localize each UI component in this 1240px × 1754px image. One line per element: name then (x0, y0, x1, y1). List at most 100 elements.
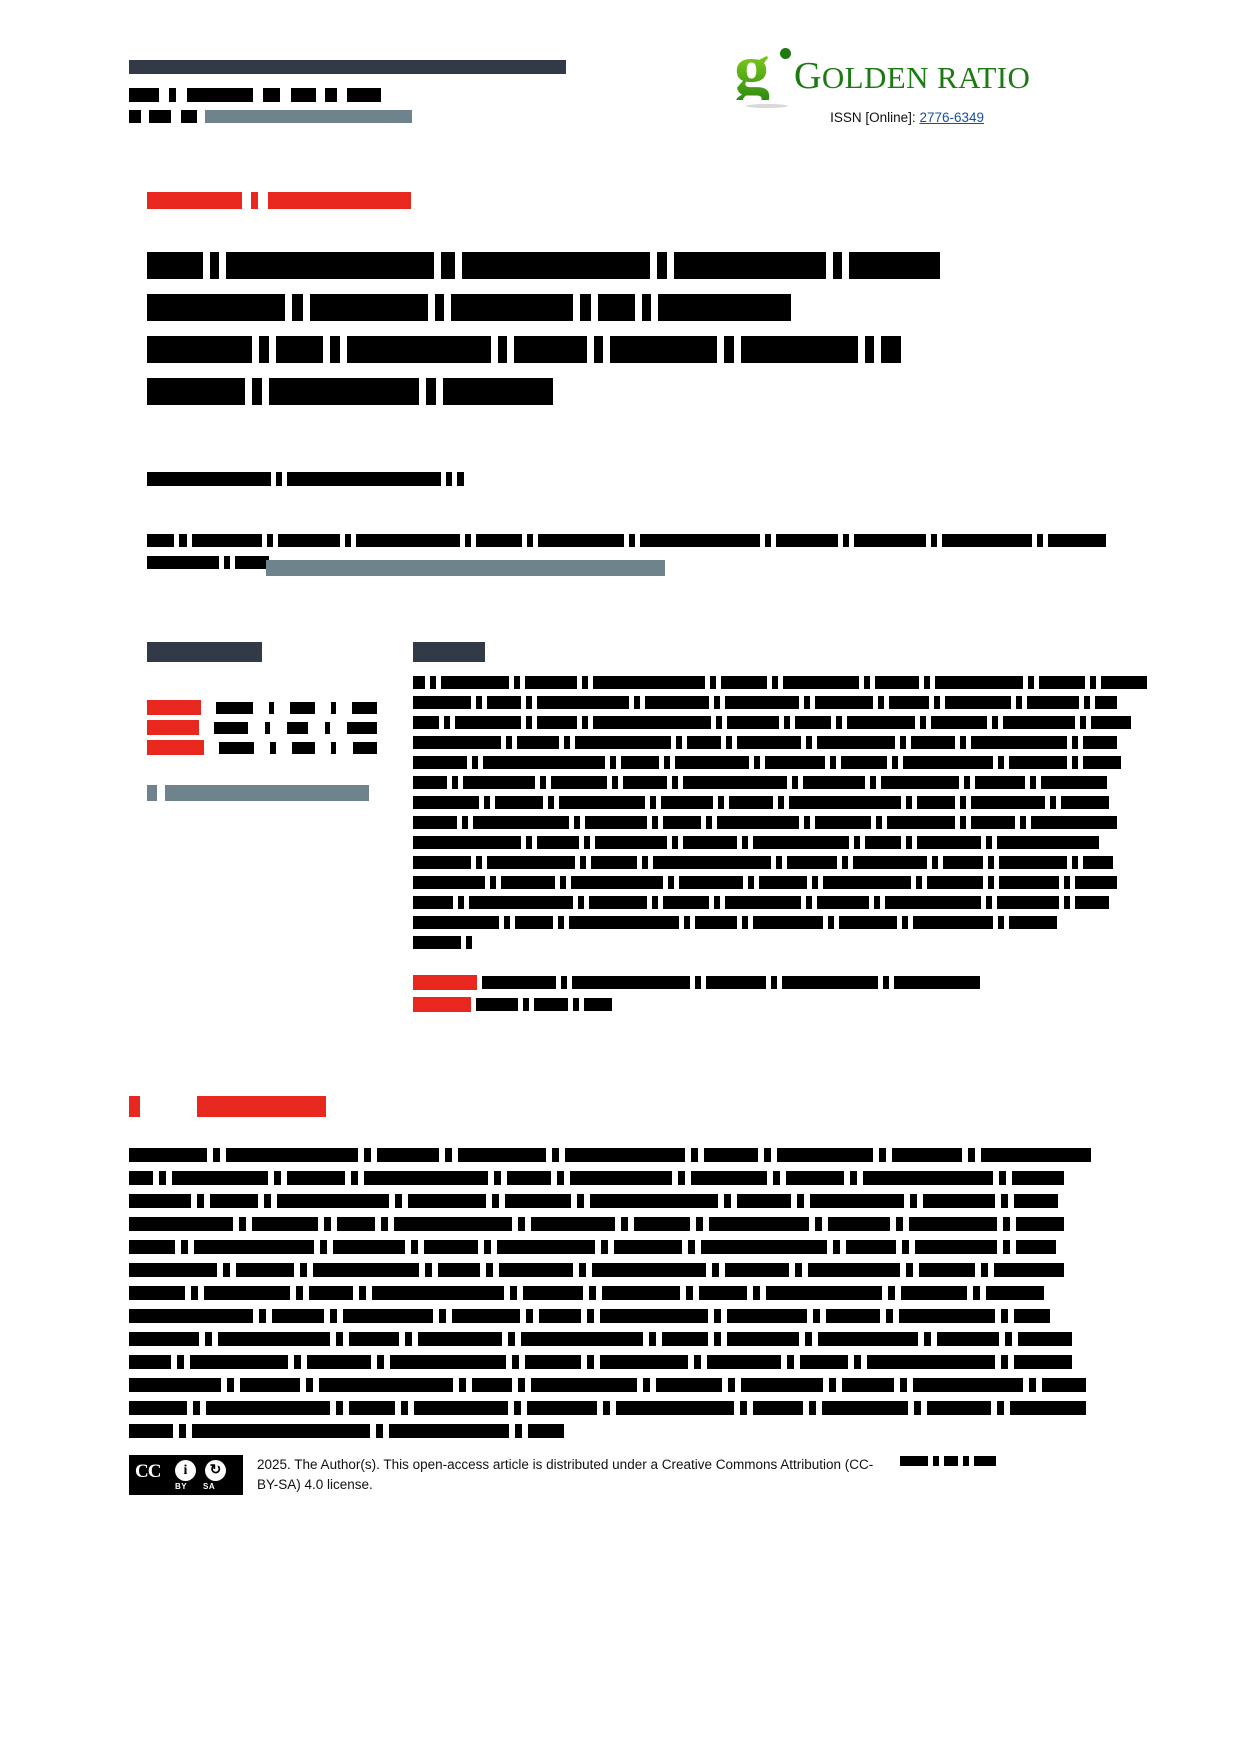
redaction-bar (610, 756, 616, 769)
redaction-bar (210, 252, 219, 279)
redaction-bar (988, 876, 994, 889)
redaction-bar (377, 1355, 384, 1369)
redaction-bar (264, 1194, 271, 1208)
redacted-text-line (129, 1332, 1072, 1346)
redaction-bar (179, 534, 187, 547)
redaction-bar (527, 534, 533, 547)
logo-g-mark: g (734, 29, 770, 109)
redaction-bar (268, 701, 274, 714)
redaction-bar (828, 916, 834, 929)
redaction-bar (426, 378, 436, 405)
redaction-bar (172, 1171, 268, 1185)
redaction-bar (272, 1309, 324, 1323)
redaction-bar (349, 1401, 395, 1415)
redaction-bar (356, 534, 460, 547)
redaction-bar (289, 701, 315, 714)
redaction-bar (806, 736, 812, 749)
redaction-bar (913, 916, 993, 929)
issn-link[interactable]: 2776-6349 (919, 110, 984, 125)
redaction-bar (917, 796, 955, 809)
redaction-bar (981, 1148, 1091, 1162)
redaction-bar (776, 534, 838, 547)
redaction-bar (595, 836, 667, 849)
redaction-bar (740, 1401, 747, 1415)
redaction-bar (517, 736, 559, 749)
redaction-bar (1064, 876, 1070, 889)
redaction-bar (561, 976, 567, 989)
redaction-bar (699, 1286, 747, 1300)
how-to-cite-link-redacted[interactable] (147, 785, 377, 801)
redaction-bar (181, 1240, 188, 1254)
cc-label: CC (135, 1461, 161, 1482)
redaction-bar (999, 1171, 1006, 1185)
redaction-bar (129, 1148, 207, 1162)
redaction-bar (129, 1217, 233, 1231)
redaction-bar (129, 1171, 153, 1185)
redaction-bar (998, 916, 1004, 929)
redaction-bar (691, 1171, 767, 1185)
redaction-bar (526, 1309, 533, 1323)
redaction-bar (610, 336, 717, 363)
redacted-text-line (147, 336, 907, 363)
redaction-bar (765, 534, 771, 547)
redacted-text-line (413, 936, 991, 949)
redaction-bar (1072, 736, 1078, 749)
redaction-bar (1003, 1240, 1010, 1254)
redaction-bar (867, 1355, 995, 1369)
redaction-bar (927, 876, 983, 889)
affiliation-line-2-redacted (147, 556, 269, 569)
redaction-bar (364, 1148, 371, 1162)
redaction-bar (806, 896, 812, 909)
redaction-bar (864, 676, 870, 689)
redaction-bar (1072, 756, 1078, 769)
redacted-text-line (129, 1217, 1064, 1231)
redaction-bar (684, 916, 690, 929)
redaction-bar (766, 1286, 882, 1300)
redaction-bar (1080, 716, 1086, 729)
redaction-bar (129, 1240, 175, 1254)
redaction-bar (686, 1286, 693, 1300)
author-list-redacted (147, 472, 464, 486)
redaction-bar (267, 534, 273, 547)
redaction-bar (587, 1355, 594, 1369)
redaction-bar (482, 976, 556, 989)
redaction-bar (701, 1240, 827, 1254)
redaction-bar (1075, 876, 1117, 889)
redaction-bar (1042, 1378, 1086, 1392)
redaction-bar (672, 776, 678, 789)
corresponding-email-redacted[interactable] (266, 560, 665, 576)
redaction-bar (679, 876, 743, 889)
article-date-row (147, 720, 377, 735)
redaction-bar (924, 676, 930, 689)
redaction-bar (937, 1332, 999, 1346)
redaction-bar (343, 1309, 433, 1323)
redaction-bar (501, 876, 555, 889)
redaction-bar (206, 1401, 330, 1415)
redaction-bar (753, 1286, 760, 1300)
redaction-bar (459, 1378, 466, 1392)
redacted-text-line (147, 294, 907, 321)
redacted-text-line (413, 856, 1113, 869)
redaction-bar (1050, 796, 1056, 809)
redaction-bar (854, 534, 926, 547)
redaction-bar (571, 876, 663, 889)
redaction-bar (900, 736, 906, 749)
redaction-bar (578, 896, 584, 909)
redaction-bar (287, 472, 441, 486)
redaction-bar (968, 1148, 975, 1162)
redaction-bar (438, 1263, 480, 1277)
redaction-bar (900, 1378, 907, 1392)
doi-line-redacted[interactable] (129, 110, 413, 123)
redacted-text-line (147, 252, 940, 279)
redaction-bar (726, 736, 732, 749)
redaction-bar (592, 1263, 706, 1277)
redaction-bar (331, 701, 336, 714)
redaction-bar (892, 756, 898, 769)
redaction-bar (498, 336, 507, 363)
redaction-bar (276, 472, 282, 486)
redaction-bar (472, 1378, 512, 1392)
redaction-bar (476, 856, 482, 869)
redaction-bar (484, 1240, 491, 1254)
redaction-bar (661, 796, 713, 809)
